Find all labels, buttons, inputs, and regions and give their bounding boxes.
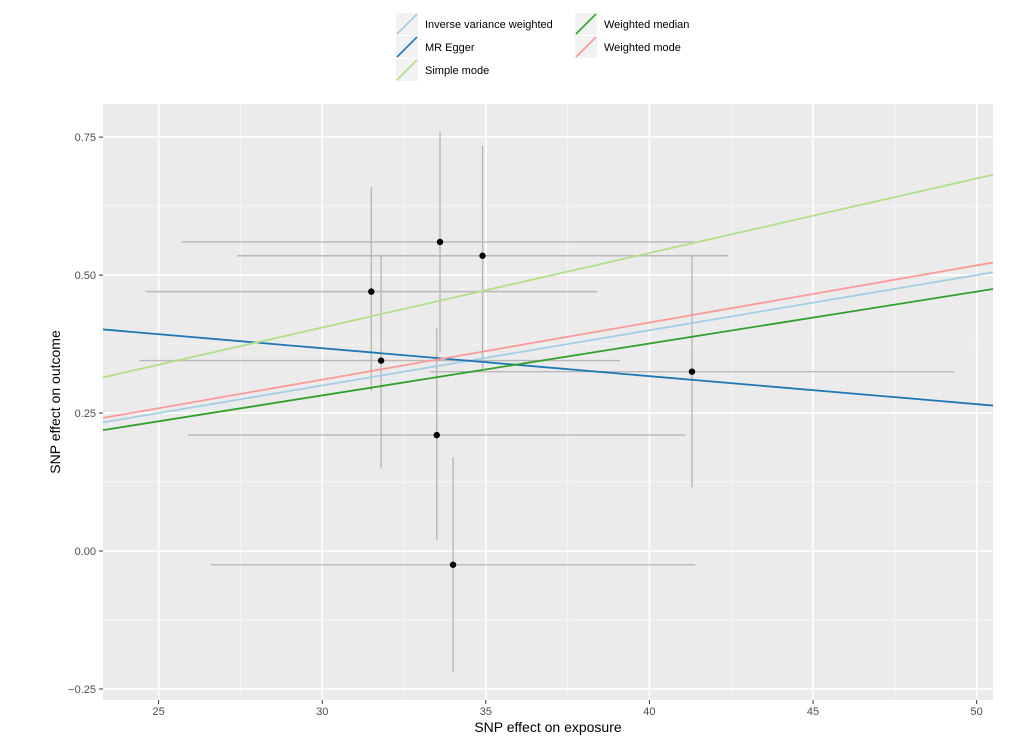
legend-label-weighted-mode: Weighted mode: [604, 42, 681, 54]
data-point: [688, 368, 696, 375]
weighted-median-line: [102, 288, 994, 432]
y-axis-ticks: −0.25 0.00 0.25 0.50 0.75: [68, 132, 103, 696]
legend-swatch-mr-egger: [396, 36, 418, 58]
data-point: [449, 561, 457, 568]
data-point: [377, 357, 385, 364]
weighted-mode-line: [102, 261, 994, 419]
regression-lines: [102, 173, 994, 432]
data-point: [368, 288, 375, 295]
data-point: [433, 431, 440, 439]
legend-label-inverse-variance-weighted: Inverse variance weighted: [425, 19, 553, 31]
data-point: [479, 252, 486, 259]
y-tick-label: 0.75: [75, 132, 96, 144]
y-tick-label: 0.00: [75, 546, 96, 558]
legend-swatch-weighted-median: [575, 13, 597, 35]
legend-swatch-simple-mode: [396, 59, 418, 81]
x-tick-label: 30: [316, 706, 328, 718]
x-axis-title: SNP effect on exposure: [474, 719, 622, 735]
x-tick-label: 50: [971, 706, 983, 718]
legend-swatch-inverse-variance-weighted: [396, 13, 418, 35]
simple-mode-line: [102, 173, 994, 379]
inverse-variance-weighted-line: [102, 271, 994, 424]
x-axis-ticks: 25 30 35 40 45 50: [153, 700, 983, 718]
legend-label-weighted-median: Weighted median: [604, 19, 689, 31]
x-tick-label: 25: [153, 706, 165, 718]
y-tick-label: 0.50: [75, 270, 96, 282]
x-tick-label: 40: [643, 706, 655, 718]
data-point: [436, 238, 444, 246]
mr-egger-line: [102, 328, 994, 407]
major-gridlines: [103, 104, 993, 700]
y-tick-label: −0.25: [68, 684, 96, 696]
legend-label-mr-egger: MR Egger: [425, 42, 475, 54]
plot-panel: [103, 104, 993, 700]
legend-swatch-weighted-mode: [575, 36, 597, 58]
legend-label-simple-mode: Simple mode: [425, 65, 489, 77]
x-tick-label: 35: [480, 706, 492, 718]
y-tick-label: 0.25: [75, 408, 96, 420]
x-tick-label: 45: [807, 706, 819, 718]
legend: Inverse variance weighted MR Egger Simple …: [396, 13, 689, 81]
y-axis-title: SNP effect on outcome: [47, 330, 63, 474]
data-points: [368, 238, 696, 568]
minor-gridlines: [103, 104, 993, 700]
